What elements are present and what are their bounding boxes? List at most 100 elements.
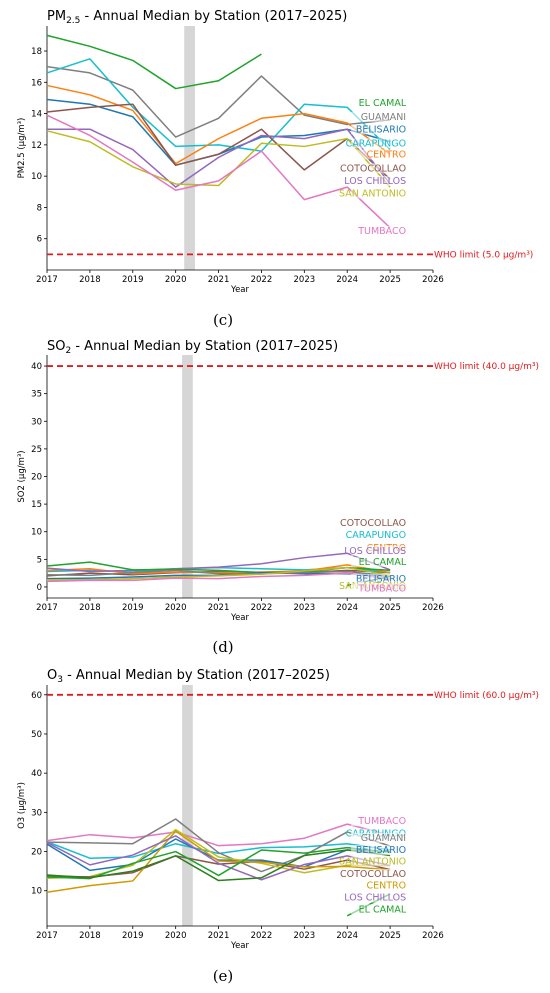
title-main: O xyxy=(47,668,57,683)
series-line-tumbaco xyxy=(46,114,391,229)
x-tick-label: 2018 xyxy=(79,275,101,285)
series-label-bg xyxy=(351,869,410,880)
x-tick-label: 2025 xyxy=(379,275,401,285)
x-tick-label: 2020 xyxy=(165,275,187,285)
series-label-bg xyxy=(351,188,410,199)
series-line-guamani xyxy=(46,818,391,873)
x-tick-label: 2018 xyxy=(79,931,101,941)
series-label-bg xyxy=(351,97,410,108)
series-line-belisario xyxy=(46,98,391,166)
series-label-bg xyxy=(351,583,410,594)
x-tick-label: 2017 xyxy=(36,603,58,613)
y-tick-label: 30 xyxy=(31,417,42,427)
series-label: TUMBACO xyxy=(357,226,406,237)
series-label-bg xyxy=(351,880,410,891)
title-sub: 3 xyxy=(57,675,63,685)
y-tick-label: 16 xyxy=(31,78,42,88)
x-tick-label: 2026 xyxy=(422,275,444,285)
series-line-guamani xyxy=(46,569,391,577)
y-tick-label: 60 xyxy=(31,691,42,701)
x-tick-label: 2022 xyxy=(251,603,273,613)
series-label: EL CAMAL xyxy=(359,904,407,915)
series-label: CARAPUNGO xyxy=(346,138,406,149)
y-tick-label: 50 xyxy=(31,730,42,740)
series-label-bg xyxy=(351,529,410,540)
x-axis-label: Year xyxy=(230,941,250,951)
x-tick-label: 2020 xyxy=(165,603,187,613)
title-rest: - Annual Median by Station (2017–2025) xyxy=(71,339,338,354)
x-tick-label: 2022 xyxy=(251,931,273,941)
x-tick-label: 2025 xyxy=(379,931,401,941)
series-label-bg xyxy=(351,138,410,149)
chart-panel-e: O3 - Annual Median by Station (2017–2025… xyxy=(17,668,539,985)
series-label: COTOCOLLAO xyxy=(340,163,406,174)
series-label-bg xyxy=(351,832,410,843)
x-tick-label: 2026 xyxy=(422,603,444,613)
y-tick-label: 20 xyxy=(31,848,42,858)
series-label-bg xyxy=(351,163,410,174)
chart-title: O3 - Annual Median by Station (2017–2025… xyxy=(47,668,330,685)
series-label-bg xyxy=(351,892,410,903)
y-tick-label: 10 xyxy=(31,528,42,538)
who-limit-label: WHO limit (60.0 µg/m³) xyxy=(434,691,539,701)
series-label-bg xyxy=(351,816,410,827)
series-label: TUMBACO xyxy=(357,583,406,594)
series-line-centro xyxy=(46,830,391,894)
series-label: LOS CHILLOS xyxy=(344,893,406,904)
y-axis-label: SO2 (µg/m³) xyxy=(17,450,27,502)
x-tick-label: 2025 xyxy=(379,603,401,613)
series-line-los-chillos xyxy=(47,128,391,188)
x-tick-label: 2019 xyxy=(122,931,144,941)
series-label: BELISARIO xyxy=(356,845,406,856)
series-line-guamani xyxy=(46,65,391,138)
x-tick-label: 2023 xyxy=(294,931,316,941)
series-label: EL CAMAL xyxy=(359,557,407,568)
series-label-bg xyxy=(351,149,410,160)
series-label-bg xyxy=(351,518,410,529)
title-main: SO xyxy=(47,339,65,354)
series-line-carapungo xyxy=(46,58,391,152)
y-tick-label: 15 xyxy=(31,500,42,510)
chart-title: SO2 - Annual Median by Station (2017–202… xyxy=(47,339,338,356)
x-tick-label: 2021 xyxy=(208,603,230,613)
series-label-bg xyxy=(351,573,410,584)
who-limit-label: WHO limit (40.0 µg/m³) xyxy=(434,362,539,372)
x-tick-label: 2022 xyxy=(251,275,273,285)
shaded-period xyxy=(182,685,193,926)
y-tick-label: 35 xyxy=(31,390,42,400)
chart-title: PM2.5 - Annual Median by Station (2017–2… xyxy=(47,9,347,26)
series-line-san-antonio xyxy=(47,566,391,581)
title-sub: 2 xyxy=(65,346,71,356)
x-tick-label: 2023 xyxy=(294,603,316,613)
y-tick-label: 40 xyxy=(31,362,42,372)
series-label: SAN ANTONIO xyxy=(339,856,406,867)
series-label-bg xyxy=(351,545,410,556)
series-label: LOS CHILLOS xyxy=(344,176,406,187)
series-label: CENTRO xyxy=(366,880,406,891)
x-tick-label: 2026 xyxy=(422,931,444,941)
x-tick-label: 2020 xyxy=(165,931,187,941)
y-tick-label: 25 xyxy=(31,445,42,455)
x-tick-label: 2021 xyxy=(208,275,230,285)
series-label: CENTRO xyxy=(366,149,406,160)
x-tick-label: 2024 xyxy=(336,275,358,285)
series-label: BELISARIO xyxy=(356,574,406,585)
y-tick-label: 10 xyxy=(31,172,42,182)
series-label: COTOCOLLAO xyxy=(340,869,406,880)
chart-panel-c: PM2.5 - Annual Median by Station (2017–2… xyxy=(17,9,533,329)
panel-caption: (d) xyxy=(212,638,233,656)
shaded-period xyxy=(184,26,195,270)
series-line-los-chillos xyxy=(46,835,391,881)
series-line-tumbaco xyxy=(46,823,391,847)
series-label-bg xyxy=(351,175,410,186)
series-label: EL CAMAL xyxy=(359,98,407,109)
title-main: PM xyxy=(47,9,66,24)
panel-caption: (e) xyxy=(213,967,234,985)
series-label-bg xyxy=(351,226,410,237)
series-label: LOS CHILLOS xyxy=(344,546,406,557)
y-tick-label: 0 xyxy=(37,583,42,593)
y-tick-label: 40 xyxy=(31,769,42,779)
series-line-el-camal xyxy=(46,34,262,90)
x-tick-label: 2024 xyxy=(336,931,358,941)
